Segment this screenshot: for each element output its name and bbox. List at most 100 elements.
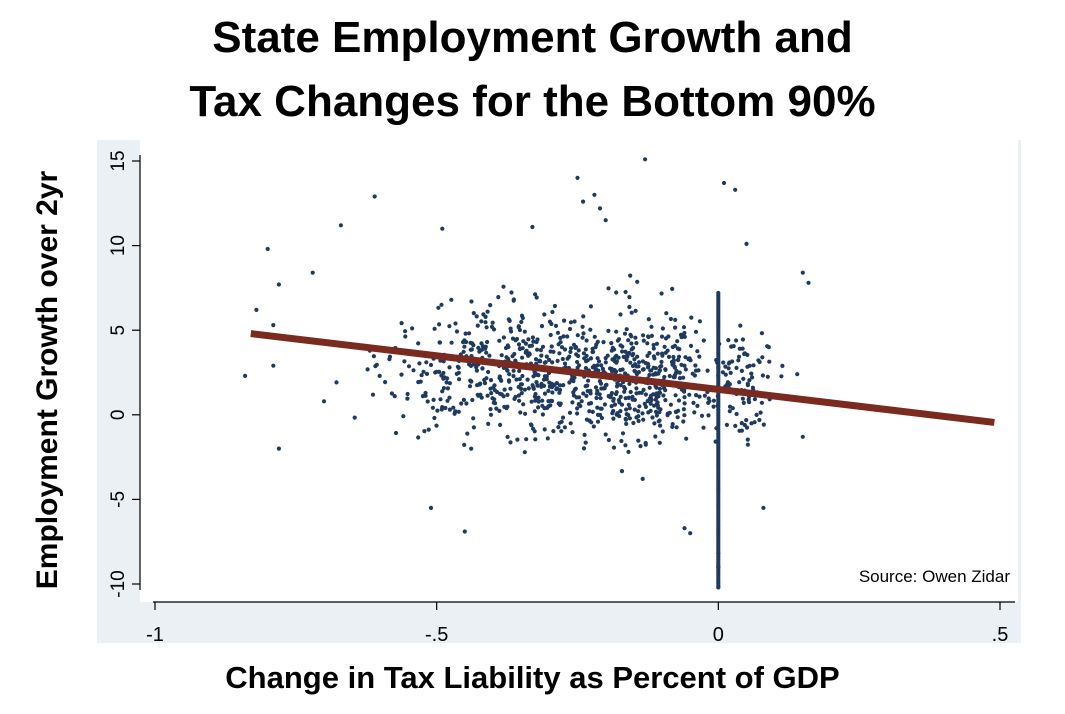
- scatter-point: [640, 359, 646, 364]
- scatter-point: [469, 446, 474, 451]
- scatter-point: [723, 372, 728, 377]
- scatter-point: [471, 416, 476, 421]
- scatter-point: [613, 391, 619, 397]
- scatter-point: [499, 378, 504, 383]
- scatter-point: [657, 440, 662, 445]
- scatter-point: [737, 428, 742, 433]
- scatter-point: [520, 373, 525, 379]
- scatter-point: [591, 349, 596, 354]
- scatter-point: [588, 391, 593, 396]
- scatter-point: [447, 395, 452, 400]
- scatter-point: [744, 425, 750, 430]
- y-axis-title: Employment Growth over 2yr: [31, 170, 64, 590]
- scatter-point: [656, 394, 661, 399]
- scatter-point: [552, 303, 558, 309]
- scatter-point: [438, 397, 443, 402]
- scatter-point: [721, 360, 726, 365]
- scatter-point: [697, 394, 702, 399]
- scatter-point: [559, 419, 564, 424]
- scatter-point: [664, 311, 669, 316]
- scatter-point: [626, 338, 631, 343]
- scatter-point: [546, 388, 551, 393]
- scatter-point: [578, 403, 583, 409]
- scatter-point: [587, 418, 592, 423]
- scatter-point: [519, 391, 524, 396]
- scatter-point: [614, 359, 620, 364]
- scatter-point: [614, 329, 619, 334]
- scatter-point: [439, 373, 444, 378]
- scatter-point: [557, 351, 562, 356]
- scatter-point: [406, 364, 412, 369]
- scatter-point: [677, 347, 682, 352]
- scatter-point: [701, 338, 706, 343]
- scatter-point: [643, 442, 648, 447]
- scatter-point: [560, 356, 565, 362]
- scatter-point: [512, 396, 517, 401]
- scatter-point: [636, 360, 642, 365]
- x-axis-title: Change in Tax Liability as Percent of GD…: [225, 660, 840, 695]
- scatter-point: [662, 374, 667, 380]
- scatter-point: [567, 410, 573, 415]
- scatter-point: [392, 394, 397, 399]
- scatter-point: [447, 381, 452, 386]
- scatter-point: [533, 357, 539, 362]
- scatter-point: [592, 334, 597, 339]
- scatter-point: [599, 415, 605, 421]
- scatter-point: [626, 395, 631, 400]
- scatter-point: [449, 340, 454, 345]
- scatter-point: [628, 389, 633, 395]
- scatter-point: [583, 366, 589, 371]
- scatter-point: [544, 377, 549, 382]
- scatter-point: [536, 395, 541, 400]
- scatter-point: [779, 374, 784, 379]
- scatter-point: [536, 405, 541, 410]
- scatter-point: [387, 354, 393, 359]
- scatter-point: [519, 313, 525, 318]
- scatter-point: [693, 329, 699, 334]
- scatter-point: [663, 398, 668, 403]
- scatter-point: [738, 323, 743, 328]
- scatter-point: [551, 429, 556, 434]
- scatter-point: [623, 417, 629, 422]
- scatter-point: [657, 386, 663, 391]
- scatter-point: [616, 337, 622, 342]
- scatter-point: [726, 338, 731, 343]
- scatter-point: [497, 338, 502, 343]
- scatter-point: [430, 405, 435, 410]
- scatter-point: [684, 436, 689, 441]
- scatter-point: [624, 421, 629, 426]
- scatter-point: [761, 422, 766, 427]
- scatter-point: [675, 415, 680, 420]
- scatter-point: [670, 286, 675, 291]
- scatter-point: [389, 391, 394, 396]
- scatter-point: [548, 403, 553, 408]
- scatter-point: [531, 385, 536, 390]
- scatter-point: [474, 365, 479, 370]
- scatter-point: [634, 386, 639, 391]
- scatter-point: [575, 175, 580, 180]
- scatter-point: [592, 192, 597, 197]
- scatter-point: [440, 226, 445, 231]
- scatter-point: [733, 423, 738, 428]
- scatter-point: [697, 319, 703, 324]
- scatter-point: [497, 408, 502, 413]
- scatter-point: [647, 396, 652, 401]
- scatter-point: [471, 425, 476, 430]
- scatter-point: [629, 347, 634, 352]
- scatter-point: [515, 437, 520, 442]
- scatter-point: [663, 367, 668, 372]
- scatter-point: [511, 373, 516, 379]
- scatter-point: [411, 368, 416, 373]
- scatter-point: [514, 377, 519, 382]
- scatter-point: [747, 363, 752, 368]
- scatter-point: [585, 358, 590, 363]
- y-tick-label: 0: [108, 410, 129, 421]
- scatter-point: [523, 350, 528, 355]
- scatter-point: [469, 299, 474, 304]
- scatter-point: [624, 407, 629, 412]
- scatter-point: [716, 565, 721, 570]
- scatter-point: [424, 360, 429, 365]
- scatter-point: [739, 421, 744, 426]
- scatter-point: [626, 402, 631, 407]
